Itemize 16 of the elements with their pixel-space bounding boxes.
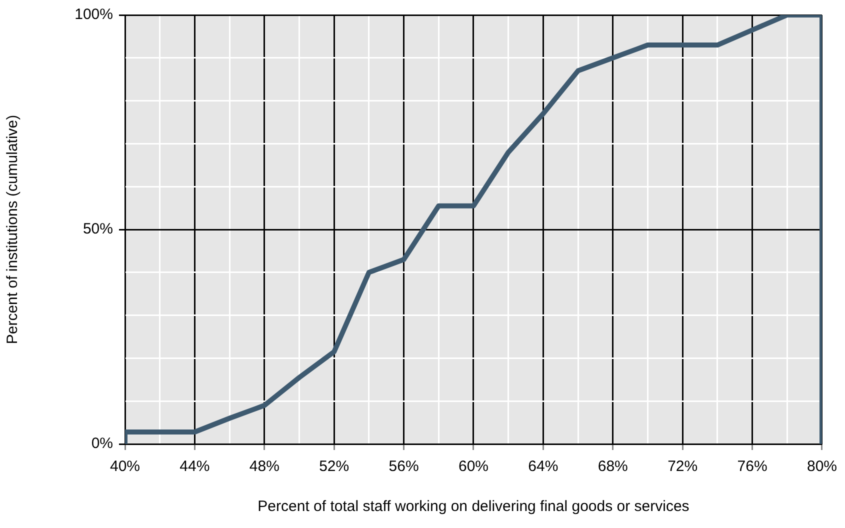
x-tick-label: 60% xyxy=(458,458,489,476)
y-tick-label: 50% xyxy=(82,220,113,238)
x-tick-label: 72% xyxy=(668,458,698,476)
x-tick-label: 44% xyxy=(180,458,210,476)
x-tick-label: 56% xyxy=(388,458,419,476)
x-axis-title: Percent of total staff working on delivering final goods or services xyxy=(258,498,690,516)
x-tick-label: 76% xyxy=(737,458,768,476)
x-tick-label: 40% xyxy=(110,458,140,476)
x-tick-label: 48% xyxy=(249,458,280,476)
x-tick-label: 80% xyxy=(806,458,838,476)
y-tick-label: 0% xyxy=(91,435,113,452)
x-tick-label: 68% xyxy=(598,458,628,476)
x-tick-label: 64% xyxy=(528,458,558,476)
y-axis-title: Percent of institutions (cumulative) xyxy=(4,114,22,344)
y-tick-label: 100% xyxy=(74,6,113,24)
x-tick-label: 52% xyxy=(319,458,350,476)
